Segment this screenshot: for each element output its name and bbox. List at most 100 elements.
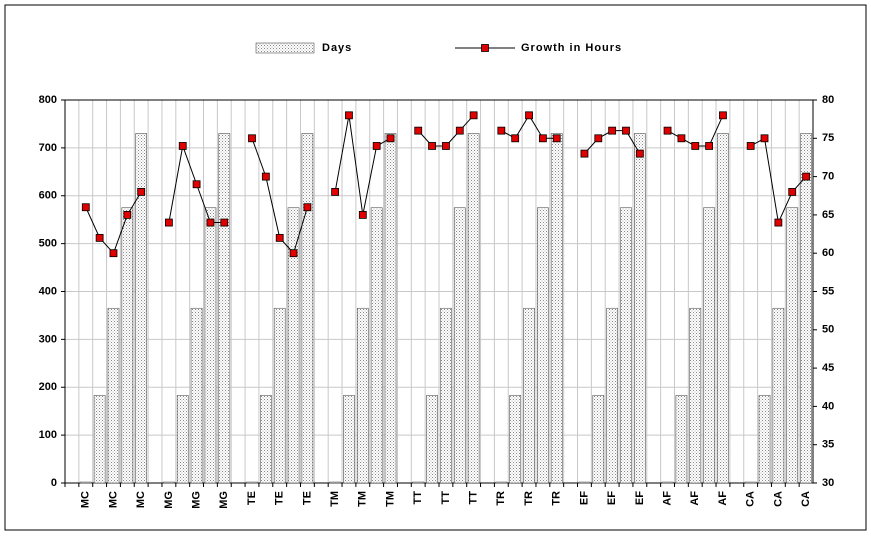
x-tick-label: TM [357,491,369,507]
line-marker [705,142,714,150]
y2-tick-label: 45 [822,362,834,374]
line-marker [345,111,353,120]
line-marker [372,142,381,150]
line-marker [95,233,104,242]
bar [537,207,549,484]
bar [620,207,632,484]
line-marker [622,126,630,135]
line-marker [719,111,727,120]
line-marker [538,134,547,143]
x-tick-label: TE [301,491,313,505]
bar [509,395,522,484]
bar [260,395,272,484]
x-tick-label: EF [606,491,618,505]
line-marker [137,188,146,196]
y2-tick-label: 65 [822,209,834,221]
line-marker [774,218,783,227]
y-tick-label: 800 [39,94,57,106]
line-marker [802,172,810,181]
legend-swatch [255,42,315,54]
bar [592,395,605,484]
line-marker [261,172,270,181]
legend-label: Days [322,42,352,54]
x-tick-label: TM [384,491,396,507]
line-marker [691,142,700,150]
bar [744,481,757,484]
x-tick-label: AF [661,491,673,506]
bar [79,481,92,484]
line-marker [428,142,436,150]
x-tick-label: CA [745,491,757,507]
x-tick-label: TR [523,491,535,506]
bar [495,481,508,484]
bar [370,207,383,484]
x-tick-label: TT [412,491,424,505]
x-tick-label: MC [80,491,92,508]
x-tick-label: TT [440,491,452,505]
y-tick-label: 100 [39,429,57,441]
bar [550,133,563,484]
line-marker [525,111,533,120]
bar [606,307,618,484]
y2-tick-label: 60 [822,247,834,259]
x-tick-label: CA [772,491,784,507]
y-tick-label: 700 [39,142,57,154]
bar [246,481,258,484]
bar [426,395,438,484]
x-tick-label: AF [689,491,701,506]
line-marker [442,142,450,150]
line-marker [497,126,506,135]
line-marker [164,218,173,227]
y-tick-label: 600 [39,190,57,202]
x-tick-label: TR [495,491,507,506]
y-tick-label: 300 [39,333,57,345]
x-tick-label: MG [163,491,175,509]
line-marker [206,218,215,227]
bar [93,395,106,484]
bar [176,395,189,484]
line-marker [275,233,284,242]
line-marker [81,203,90,212]
y-tick-label: 500 [39,238,57,250]
line-marker [386,134,395,143]
bar [661,481,674,484]
line-marker [677,134,686,143]
bar [190,307,203,484]
bar [523,307,535,484]
y2-tick-label: 70 [822,171,834,183]
bar [163,481,175,484]
x-tick-label: EF [578,491,590,505]
bar [218,133,231,484]
line-marker [178,142,187,150]
bar [121,207,134,484]
x-tick-label: MG [190,491,202,509]
bar [772,307,785,484]
line-marker [109,249,118,258]
line-marker [192,180,201,189]
x-tick-label: MC [107,491,119,508]
y-tick-label: 0 [51,477,57,489]
x-tick-label: TE [274,491,286,505]
bar [578,481,591,484]
bar [800,133,812,484]
y2-tick-label: 55 [822,285,834,297]
y2-tick-label: 40 [822,400,834,412]
bar [689,307,702,484]
y-tick-label: 400 [39,285,57,297]
bar [287,207,300,484]
line-marker [788,188,797,196]
bar [675,395,688,484]
x-tick-label: AF [717,491,729,506]
line-marker [455,126,464,135]
bar [329,481,341,484]
line-marker [511,134,520,143]
bar [204,207,217,484]
line-marker [608,126,617,135]
bar [440,307,452,484]
line-marker [580,149,589,158]
line-marker [594,134,603,143]
x-tick-label: EF [634,491,646,505]
line-marker [331,188,340,196]
x-tick-label: TM [329,491,341,507]
